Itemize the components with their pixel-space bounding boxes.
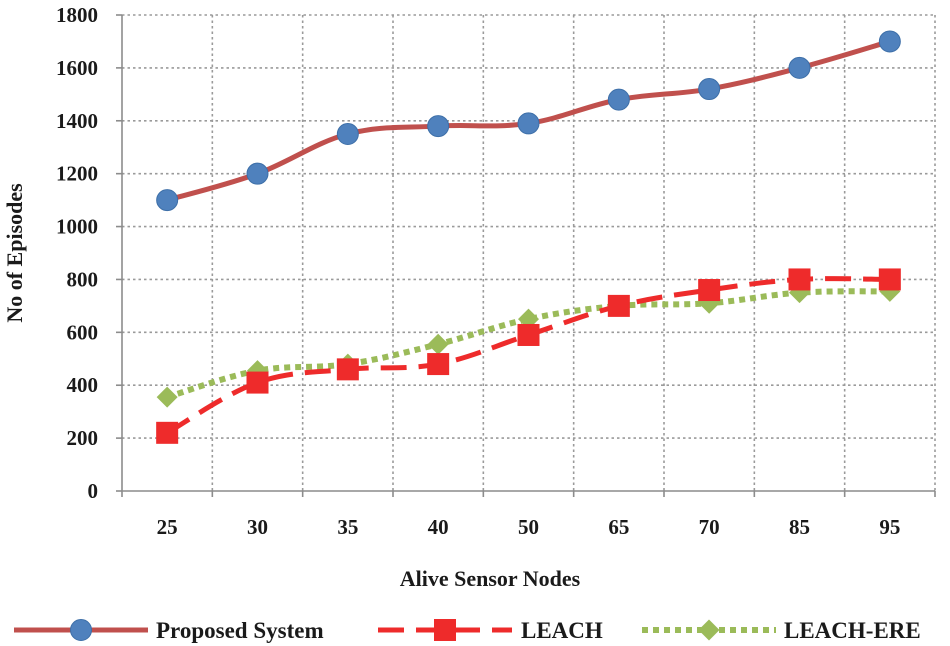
data-point-leach	[788, 268, 811, 291]
x-tick-label: 50	[518, 515, 539, 539]
legend-marker-proposed-system	[70, 619, 92, 641]
y-tick-label: 800	[67, 267, 99, 291]
data-point-leach-ere	[427, 333, 449, 355]
data-point-leach-ere	[156, 386, 178, 408]
data-point-proposed-system	[427, 115, 450, 138]
series-line-leach-ere	[166, 288, 890, 401]
data-point-leach	[607, 294, 630, 317]
series-group	[156, 30, 901, 444]
legend-label-leach: LEACH	[521, 618, 603, 643]
y-axis-title: No of Episodes	[2, 183, 27, 323]
y-tick-label: 1000	[56, 215, 98, 239]
y-tick-label: 600	[67, 320, 99, 344]
legend-label-leach-ere: LEACH-ERE	[784, 618, 921, 643]
data-point-leach	[246, 371, 269, 394]
x-tick-label: 85	[789, 515, 810, 539]
data-point-proposed-system	[698, 78, 721, 101]
data-point-proposed-system	[517, 112, 540, 135]
x-tick-label: 25	[157, 515, 178, 539]
data-point-leach	[698, 279, 721, 302]
y-tick-label: 400	[67, 373, 99, 397]
x-tick-label: 30	[247, 515, 268, 539]
x-tick-label: 35	[337, 515, 358, 539]
legend-marker-leach-ere	[698, 619, 720, 641]
data-point-proposed-system	[788, 56, 811, 79]
data-point-proposed-system	[336, 123, 359, 145]
x-tick-label: 95	[879, 515, 900, 539]
x-tick-label: 40	[428, 515, 449, 539]
axes	[116, 14, 936, 497]
y-tick-label: 1200	[56, 162, 98, 186]
data-point-leach	[427, 353, 450, 376]
x-tick-labels: 25 30 35 40 50 65 70 85 95	[157, 515, 901, 539]
data-point-proposed-system	[607, 88, 630, 111]
y-tick-label: 1400	[56, 109, 98, 133]
y-tick-label: 0	[88, 479, 99, 503]
y-tick-labels: 0 200 400 600 800 1000 1200 1400 1600 1800	[56, 3, 98, 503]
x-tick-label: 65	[608, 515, 629, 539]
legend-label-proposed-system: Proposed System	[156, 618, 324, 643]
y-tick-label: 200	[67, 426, 99, 450]
series-line-leach	[165, 276, 890, 436]
y-tick-label: 1800	[56, 3, 98, 27]
legend-marker-leach	[434, 619, 456, 641]
data-point-proposed-system	[246, 162, 269, 185]
x-tick-label: 70	[699, 515, 720, 539]
gridlines	[122, 14, 936, 491]
data-point-leach	[517, 323, 540, 346]
x-axis-title: Alive Sensor Nodes	[400, 566, 581, 591]
y-tick-label: 1600	[56, 56, 98, 80]
data-point-leach	[878, 268, 901, 291]
data-point-proposed-system	[878, 30, 901, 53]
data-point-proposed-system	[156, 189, 179, 212]
data-point-leach	[336, 358, 359, 381]
data-point-leach	[156, 421, 179, 444]
legend: Proposed System LEACH LEACH-ERE	[14, 618, 921, 643]
